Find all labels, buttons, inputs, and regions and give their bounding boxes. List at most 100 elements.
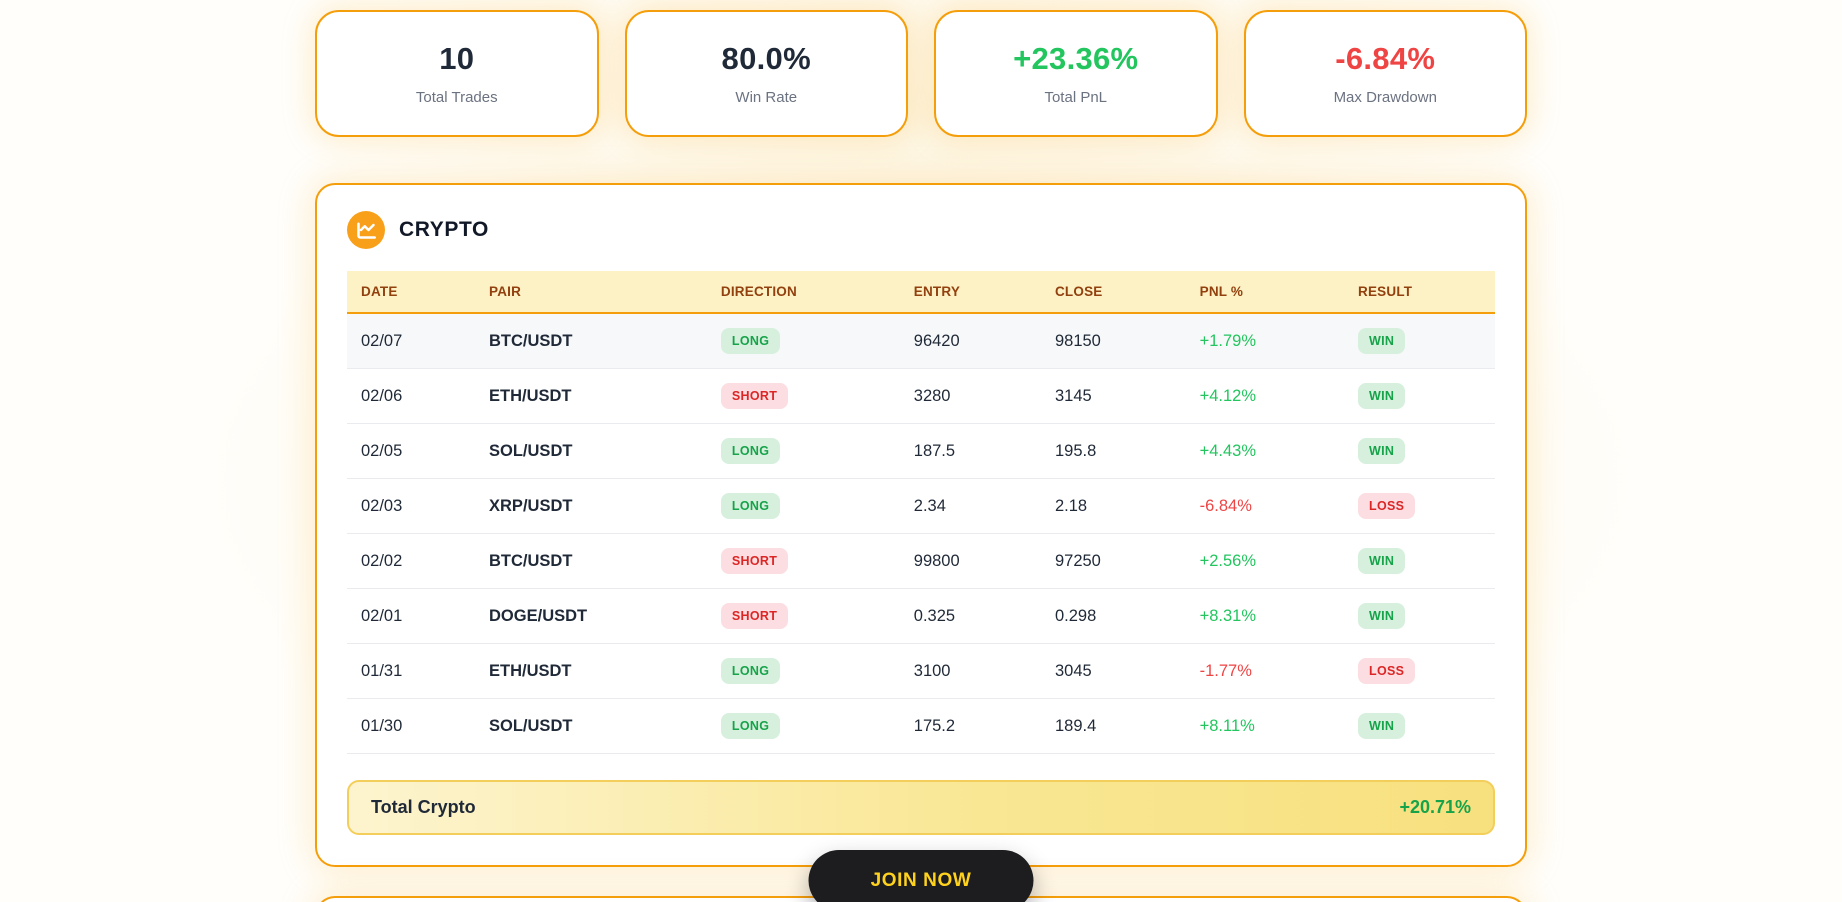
- page-container: 10 Total Trades 80.0% Win Rate +23.36% T…: [315, 0, 1527, 902]
- trade-date: 01/31: [347, 643, 480, 699]
- trade-pnl: +4.43%: [1189, 423, 1349, 479]
- trade-pnl: +2.56%: [1189, 533, 1349, 589]
- trade-entry: 2.34: [903, 478, 1045, 534]
- crypto-section-card: CRYPTO DATE PAIR DIRECTION ENTRY CLOSE P…: [315, 183, 1527, 867]
- stat-label: Total PnL: [1044, 89, 1108, 106]
- trade-result: WIN: [1348, 423, 1495, 479]
- pnl-value: +4.43%: [1199, 441, 1257, 460]
- direction-badge: SHORT: [720, 603, 789, 629]
- trade-row: 02/05 SOL/USDT LONG 187.5 195.8 +4.43% WIN: [347, 423, 1495, 479]
- stat-label: Max Drawdown: [1333, 89, 1437, 106]
- trade-direction: SHORT: [710, 533, 904, 589]
- pnl-value: +2.56%: [1199, 551, 1257, 570]
- direction-badge: SHORT: [720, 548, 789, 574]
- trade-row: 02/02 BTC/USDT SHORT 99800 97250 +2.56% WIN: [347, 533, 1495, 589]
- trade-result: WIN: [1348, 313, 1495, 369]
- direction-badge: LONG: [720, 713, 781, 739]
- trade-row: 01/30 SOL/USDT LONG 175.2 189.4 +8.11% WIN: [347, 698, 1495, 754]
- pnl-value: -1.77%: [1199, 661, 1252, 680]
- stat-value: 80.0%: [721, 41, 811, 76]
- trade-direction: SHORT: [710, 588, 904, 644]
- stat-value: -6.84%: [1335, 41, 1436, 76]
- trade-row: 02/01 DOGE/USDT SHORT 0.325 0.298 +8.31% WIN: [347, 588, 1495, 644]
- total-value: +20.71%: [1399, 797, 1471, 817]
- trade-close: 98150: [1044, 313, 1190, 369]
- trade-direction: LONG: [710, 643, 904, 699]
- cta-gap: JOIN NOW: [315, 850, 1527, 902]
- result-badge: WIN: [1358, 438, 1406, 464]
- pnl-value: +8.31%: [1199, 606, 1257, 625]
- col-header-close: CLOSE: [1044, 271, 1190, 314]
- direction-badge: LONG: [720, 438, 781, 464]
- trade-pair: SOL/USDT: [479, 698, 711, 754]
- header-row: DATE PAIR DIRECTION ENTRY CLOSE PNL % RE…: [347, 271, 1495, 314]
- trades-table-body: 02/07 BTC/USDT LONG 96420 98150 +1.79% WIN 02/0…: [347, 313, 1495, 754]
- trade-pair: BTC/USDT: [479, 313, 711, 369]
- result-badge: WIN: [1358, 713, 1406, 739]
- stat-card-win-rate: 80.0% Win Rate: [624, 10, 908, 137]
- pnl-value: +8.11%: [1199, 716, 1255, 735]
- trade-entry: 3280: [903, 368, 1045, 424]
- trade-date: 02/01: [347, 588, 480, 644]
- trade-result: WIN: [1348, 698, 1495, 754]
- join-now-button[interactable]: JOIN NOW: [808, 850, 1034, 902]
- trades-table-head: DATE PAIR DIRECTION ENTRY CLOSE PNL % RE…: [347, 271, 1495, 314]
- trade-date: 02/07: [347, 313, 480, 369]
- trade-pair: ETH/USDT: [479, 643, 711, 699]
- trade-date: 01/30: [347, 698, 480, 754]
- trade-result: LOSS: [1348, 643, 1495, 699]
- trade-close: 189.4: [1044, 698, 1190, 754]
- stat-card-max-drawdown: -6.84% Max Drawdown: [1243, 10, 1527, 137]
- trade-entry: 3100: [903, 643, 1045, 699]
- trade-close: 0.298: [1044, 588, 1190, 644]
- trade-result: WIN: [1348, 588, 1495, 644]
- trade-direction: LONG: [710, 478, 904, 534]
- stat-card-total-pnl: +23.36% Total PnL: [934, 10, 1218, 137]
- col-header-entry: ENTRY: [903, 271, 1045, 314]
- trade-pnl: +1.79%: [1189, 313, 1349, 369]
- result-badge: WIN: [1358, 603, 1406, 629]
- stats-row: 10 Total Trades 80.0% Win Rate +23.36% T…: [315, 10, 1527, 137]
- crypto-section-header: CRYPTO: [347, 211, 1495, 249]
- trades-table: DATE PAIR DIRECTION ENTRY CLOSE PNL % RE…: [347, 271, 1495, 754]
- trade-pair: ETH/USDT: [479, 368, 711, 424]
- trade-close: 2.18: [1044, 478, 1190, 534]
- col-header-pnl: PNL %: [1189, 271, 1349, 314]
- trade-entry: 96420: [903, 313, 1045, 369]
- trade-direction: LONG: [710, 313, 904, 369]
- col-header-direction: DIRECTION: [710, 271, 904, 314]
- trade-direction: LONG: [710, 423, 904, 479]
- section-title: CRYPTO: [399, 218, 489, 241]
- stat-value: +23.36%: [1013, 41, 1139, 76]
- direction-badge: LONG: [720, 493, 781, 519]
- trade-result: WIN: [1348, 368, 1495, 424]
- trade-result: LOSS: [1348, 478, 1495, 534]
- trade-row: 01/31 ETH/USDT LONG 3100 3045 -1.77% LOSS: [347, 643, 1495, 699]
- trade-row: 02/07 BTC/USDT LONG 96420 98150 +1.79% WIN: [347, 313, 1495, 369]
- direction-badge: SHORT: [720, 383, 789, 409]
- pnl-value: -6.84%: [1199, 496, 1252, 515]
- trade-direction: SHORT: [710, 368, 904, 424]
- trade-entry: 175.2: [903, 698, 1045, 754]
- col-header-date: DATE: [347, 271, 480, 314]
- trade-date: 02/05: [347, 423, 480, 479]
- trade-pnl: +4.12%: [1189, 368, 1349, 424]
- trade-pnl: -1.77%: [1189, 643, 1349, 699]
- stat-label: Total Trades: [415, 89, 498, 106]
- trade-result: WIN: [1348, 533, 1495, 589]
- stat-card-total-trades: 10 Total Trades: [315, 10, 599, 137]
- trade-close: 97250: [1044, 533, 1190, 589]
- trade-entry: 0.325: [903, 588, 1045, 644]
- trade-close: 3045: [1044, 643, 1190, 699]
- result-badge: WIN: [1358, 383, 1406, 409]
- direction-badge: LONG: [720, 328, 781, 354]
- trade-pnl: +8.11%: [1189, 698, 1349, 754]
- result-badge: WIN: [1358, 328, 1406, 354]
- stat-value: 10: [439, 41, 475, 76]
- pnl-value: +4.12%: [1199, 386, 1257, 405]
- trade-date: 02/06: [347, 368, 480, 424]
- trade-date: 02/03: [347, 478, 480, 534]
- pnl-value: +1.79%: [1199, 331, 1257, 350]
- trade-pair: BTC/USDT: [479, 533, 711, 589]
- trade-pnl: -6.84%: [1189, 478, 1349, 534]
